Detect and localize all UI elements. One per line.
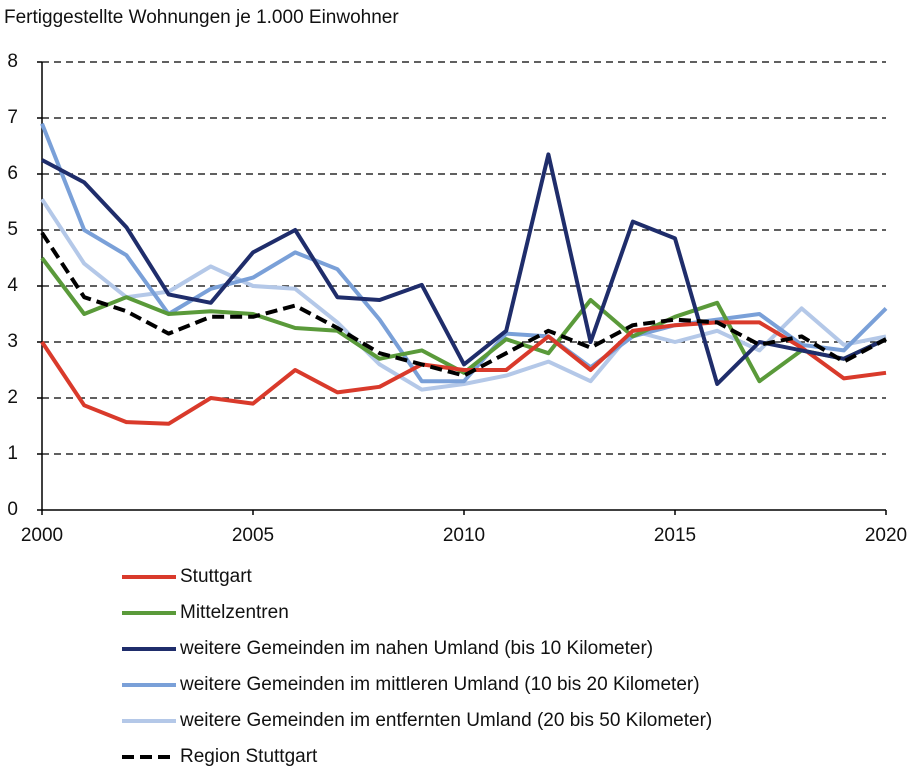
- series-line: [40, 320, 887, 426]
- legend-label: weitere Gemeinden im nahen Umland (bis 1…: [179, 638, 653, 659]
- y-tick-label: 8: [7, 51, 18, 72]
- series-line: [41, 152, 887, 386]
- y-tick-label: 5: [7, 219, 18, 240]
- y-tick-label: 7: [7, 107, 18, 128]
- chart-title: Fertiggestellte Wohnungen je 1.000 Einwo…: [4, 7, 399, 28]
- legend-label: weitere Gemeinden im entfernten Umland (…: [179, 710, 712, 731]
- legend-label: Mittelzentren: [180, 602, 289, 623]
- series-line: [40, 198, 887, 392]
- x-tick-label: 2010: [443, 525, 485, 546]
- x-tick-label: 2005: [232, 525, 274, 546]
- legend-label: Stuttgart: [180, 566, 253, 587]
- series-line: [40, 231, 887, 378]
- y-tick-label: 4: [7, 275, 18, 296]
- y-tick-label: 6: [7, 163, 18, 184]
- legend-label: weitere Gemeinden im mittleren Umland (1…: [179, 674, 700, 695]
- y-tick-label: 2: [7, 387, 18, 408]
- y-tick-label: 3: [7, 331, 18, 352]
- y-tick-label: 1: [7, 443, 18, 464]
- x-tick-label: 2000: [21, 525, 63, 546]
- series-line: [40, 122, 888, 384]
- legend-label: Region Stuttgart: [180, 746, 318, 767]
- x-tick-label: 2020: [865, 525, 907, 546]
- y-tick-label: 0: [7, 499, 18, 520]
- x-tick-label: 2015: [654, 525, 696, 546]
